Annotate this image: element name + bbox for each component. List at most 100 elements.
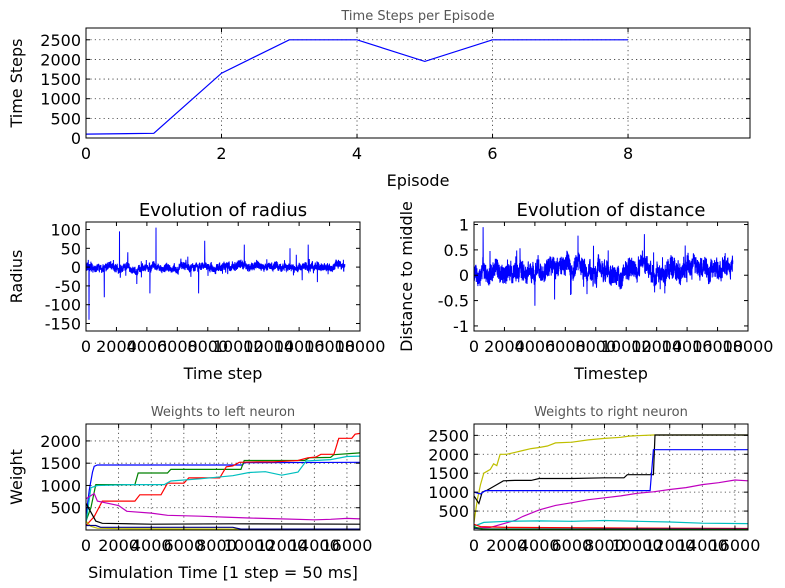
panel-weights-to-left-neuron: 0 200040006000800010000120001400016000500…: [7, 405, 372, 582]
y-tick-label: 2000: [428, 445, 469, 464]
chart-title: Time Steps per Episode: [340, 9, 494, 24]
x-axis-label: Timestep: [573, 364, 648, 383]
x-tick-label: 2000: [486, 536, 527, 555]
x-tick-label: 0: [81, 337, 91, 356]
x-tick-label: 0: [81, 536, 91, 555]
x-tick-label: 16000: [692, 337, 743, 356]
x-tick-label: 8: [623, 144, 633, 163]
x-tick-label: 12000: [256, 536, 307, 555]
x-tick-label: 6000: [157, 337, 198, 356]
y-tick-label: 500: [50, 499, 81, 518]
y-tick-label: -1: [453, 317, 469, 336]
y-tick-label: 50: [61, 239, 81, 258]
series-line-2: [86, 452, 360, 522]
axes-frame: [473, 423, 749, 531]
x-tick-label: 18000: [335, 337, 386, 356]
chart-title: Weights to right neuron: [534, 405, 688, 420]
x-tick-label: 10000: [612, 536, 663, 555]
y-tick-label: 1000: [428, 483, 469, 502]
x-tick-label: 8000: [584, 536, 625, 555]
chart-title: Weights to left neuron: [151, 405, 295, 420]
y-tick-label: 0: [71, 258, 81, 277]
x-tick-label: 14000: [289, 536, 340, 555]
y-tick-label: 0: [459, 266, 469, 285]
x-tick-label: 12000: [631, 337, 682, 356]
x-tick-label: 2: [216, 144, 226, 163]
y-tick-label: -0.5: [438, 292, 469, 311]
panel-weights-to-right-neuron: 0 200040006000800010000120001400016000500…: [428, 405, 760, 555]
y-tick-label: 0.5: [444, 241, 469, 260]
y-axis-label: Weight: [7, 449, 26, 505]
y-tick-label: 500: [50, 109, 81, 128]
axes-frame: [85, 423, 361, 531]
signal-line: [474, 227, 734, 306]
x-tick-label: 4: [352, 144, 362, 163]
x-tick-label: 8000: [196, 536, 237, 555]
x-tick-label: 10000: [224, 536, 275, 555]
y-tick-label: 1000: [40, 476, 81, 495]
x-tick-label: 14000: [677, 536, 728, 555]
x-tick-label: 4000: [127, 337, 168, 356]
y-tick-label: 1500: [428, 464, 469, 483]
x-axis-label: Simulation Time [1 step = 50 ms]: [88, 563, 358, 582]
y-tick-label: 2000: [40, 432, 81, 451]
x-tick-label: 10000: [601, 337, 652, 356]
x-tick-label: 14000: [274, 337, 325, 356]
series-line-1: [474, 434, 748, 523]
data-layer: [86, 39, 628, 135]
x-tick-label: 14000: [662, 337, 713, 356]
y-tick-label: 1500: [40, 454, 81, 473]
y-tick-label: -100: [45, 296, 81, 315]
y-axis-label: Time Steps: [7, 38, 26, 128]
axes-frame: [473, 221, 749, 332]
x-tick-label: 2000: [484, 337, 525, 356]
y-tick-label: 500: [438, 502, 469, 521]
y-tick-label: -150: [45, 314, 81, 333]
panel-evolution-of-distance: 0 200040006000800010000120001400016000180…: [397, 200, 773, 383]
series-line-4: [474, 479, 748, 529]
series-line-5: [474, 519, 748, 527]
data-layer: [86, 227, 346, 320]
x-tick-label: 6000: [551, 536, 592, 555]
x-tick-label: 12000: [644, 536, 695, 555]
panel-evolution-of-radius: 0 200040006000800010000120001400016000180…: [7, 200, 385, 383]
y-axis-label: Distance to middle: [397, 201, 416, 352]
y-tick-label: 2000: [40, 50, 81, 69]
x-tick-label: 2000: [98, 536, 139, 555]
x-tick-label: 8000: [187, 337, 228, 356]
x-tick-label: 16000: [709, 536, 760, 555]
y-tick-label: 1: [459, 216, 469, 235]
x-tick-label: 0: [469, 337, 479, 356]
x-tick-label: 6000: [545, 337, 586, 356]
y-tick-label: 1000: [40, 90, 81, 109]
y-tick-label: 100: [50, 221, 81, 240]
x-tick-label: 6: [487, 144, 497, 163]
axes-frame: [85, 221, 361, 332]
x-tick-label: 12000: [243, 337, 294, 356]
x-tick-label: 0: [81, 144, 91, 163]
x-axis-label: Time step: [183, 364, 263, 383]
data-layer: [474, 227, 734, 306]
series-line-3: [474, 449, 748, 495]
y-tick-label: 0: [71, 129, 81, 148]
x-tick-label: 16000: [304, 337, 355, 356]
series-line-2: [474, 434, 748, 505]
x-tick-label: 4000: [519, 536, 560, 555]
x-tick-label: 6000: [163, 536, 204, 555]
x-tick-label: 0: [469, 536, 479, 555]
series-line-4: [86, 455, 360, 524]
x-tick-label: 18000: [723, 337, 774, 356]
series-line-6: [474, 523, 748, 530]
x-tick-label: 8000: [575, 337, 616, 356]
data-layer: [474, 434, 748, 530]
data-layer: [86, 432, 360, 530]
x-axis-label: Episode: [387, 171, 450, 190]
series-line-5: [86, 492, 360, 521]
series-line-1: [86, 461, 360, 517]
x-tick-label: 16000: [321, 536, 372, 555]
axes-frame: [85, 27, 751, 139]
series-line-1: [86, 39, 628, 135]
x-tick-label: 4000: [131, 536, 172, 555]
